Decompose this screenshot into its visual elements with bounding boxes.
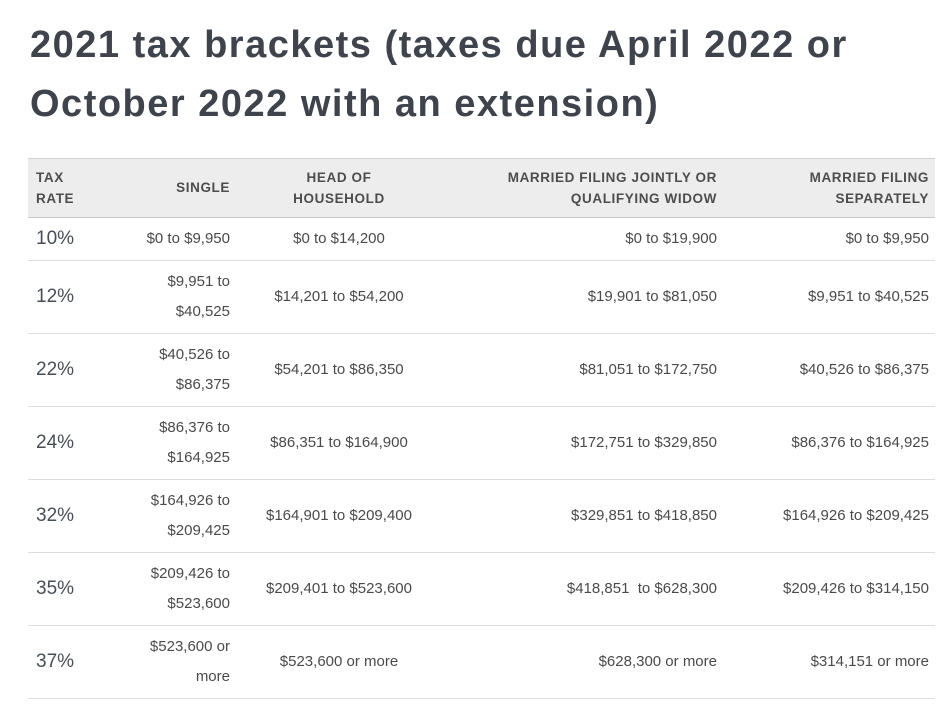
- cell-single: $9,951 to $40,525: [135, 260, 236, 334]
- header-label-tax-rate: TAX RATE: [36, 169, 75, 206]
- cell-single: $40,526 to $86,375: [135, 333, 236, 407]
- cell-head-of-household: $209,401 to $523,600: [236, 552, 442, 626]
- table-body: 10% $0 to $9,950 $0 to $14,200 $0 to $19…: [28, 217, 935, 699]
- cell-head-of-household: $54,201 to $86,350: [236, 333, 442, 407]
- cell-head-of-household: $0 to $14,200: [236, 217, 442, 261]
- bracket-row-24: 24% $86,376 to $164,925 $86,351 to $164,…: [28, 406, 935, 480]
- cell-rate: 37%: [28, 625, 135, 699]
- cell-single: $86,376 to $164,925: [135, 406, 236, 480]
- table-header: TAX RATE SINGLE HEAD OF HOUSEHOLD MARRIE…: [28, 157, 935, 218]
- cell-rate: 12%: [28, 260, 135, 334]
- cell-married-filing-jointly: $628,300 or more: [442, 625, 723, 699]
- header-row: TAX RATE SINGLE HEAD OF HOUSEHOLD MARRIE…: [28, 157, 935, 218]
- header-label-head-of-household: HEAD OF HOUSEHOLD: [293, 169, 385, 206]
- header-cell-married-filing-separately: MARRIED FILING SEPARATELY: [723, 157, 935, 218]
- header-label-married-filing-jointly: MARRIED FILING JOINTLY OR QUALIFYING WID…: [507, 169, 717, 206]
- tax-brackets-table: TAX RATE SINGLE HEAD OF HOUSEHOLD MARRIE…: [28, 157, 935, 699]
- cell-rate: 10%: [28, 217, 135, 261]
- cell-rate: 24%: [28, 406, 135, 480]
- header-label-married-filing-separately: MARRIED FILING SEPARATELY: [809, 169, 929, 206]
- cell-single: $523,600 or more: [135, 625, 236, 699]
- bracket-row-35: 35% $209,426 to $523,600 $209,401 to $52…: [28, 552, 935, 626]
- cell-married-filing-separately: $0 to $9,950: [723, 217, 935, 261]
- cell-married-filing-separately: $209,426 to $314,150: [723, 552, 935, 626]
- cell-married-filing-jointly: $19,901 to $81,050: [442, 260, 723, 334]
- page-title: 2021 tax brackets (taxes due April 2022 …: [30, 24, 848, 125]
- cell-married-filing-separately: $164,926 to $209,425: [723, 479, 935, 553]
- header-cell-head-of-household: HEAD OF HOUSEHOLD: [236, 157, 442, 218]
- bracket-row-32: 32% $164,926 to $209,425 $164,901 to $20…: [28, 479, 935, 553]
- header-cell-tax-rate: TAX RATE: [28, 157, 135, 218]
- cell-married-filing-separately: $9,951 to $40,525: [723, 260, 935, 334]
- cell-head-of-household: $164,901 to $209,400: [236, 479, 442, 553]
- header-cell-married-filing-jointly: MARRIED FILING JOINTLY OR QUALIFYING WID…: [442, 157, 723, 218]
- header-label-single: SINGLE: [176, 180, 230, 196]
- cell-married-filing-separately: $86,376 to $164,925: [723, 406, 935, 480]
- page: 2021 tax brackets (taxes due April 2022 …: [0, 16, 941, 727]
- cell-single: $164,926 to $209,425: [135, 479, 236, 553]
- cell-married-filing-jointly: $329,851 to $418,850: [442, 479, 723, 553]
- cell-rate: 22%: [28, 333, 135, 407]
- cell-head-of-household: $523,600 or more: [236, 625, 442, 699]
- cell-rate: 32%: [28, 479, 135, 553]
- bracket-row-37: 37% $523,600 or more $523,600 or more $6…: [28, 625, 935, 699]
- cell-married-filing-jointly: $81,051 to $172,750: [442, 333, 723, 407]
- cell-married-filing-separately: $40,526 to $86,375: [723, 333, 935, 407]
- header-cell-single: SINGLE: [135, 157, 236, 218]
- cell-head-of-household: $14,201 to $54,200: [236, 260, 442, 334]
- cell-single: $0 to $9,950: [135, 217, 236, 261]
- bracket-row-10: 10% $0 to $9,950 $0 to $14,200 $0 to $19…: [28, 217, 935, 261]
- cell-married-filing-jointly: $172,751 to $329,850: [442, 406, 723, 480]
- bracket-row-12: 12% $9,951 to $40,525 $14,201 to $54,200…: [28, 260, 935, 334]
- bracket-row-22: 22% $40,526 to $86,375 $54,201 to $86,35…: [28, 333, 935, 407]
- cell-rate: 35%: [28, 552, 135, 626]
- cell-married-filing-separately: $314,151 or more: [723, 625, 935, 699]
- cell-head-of-household: $86,351 to $164,900: [236, 406, 442, 480]
- cell-married-filing-jointly: $0 to $19,900: [442, 217, 723, 261]
- cell-single: $209,426 to $523,600: [135, 552, 236, 626]
- cell-married-filing-jointly: $418,851 to $628,300: [442, 552, 723, 626]
